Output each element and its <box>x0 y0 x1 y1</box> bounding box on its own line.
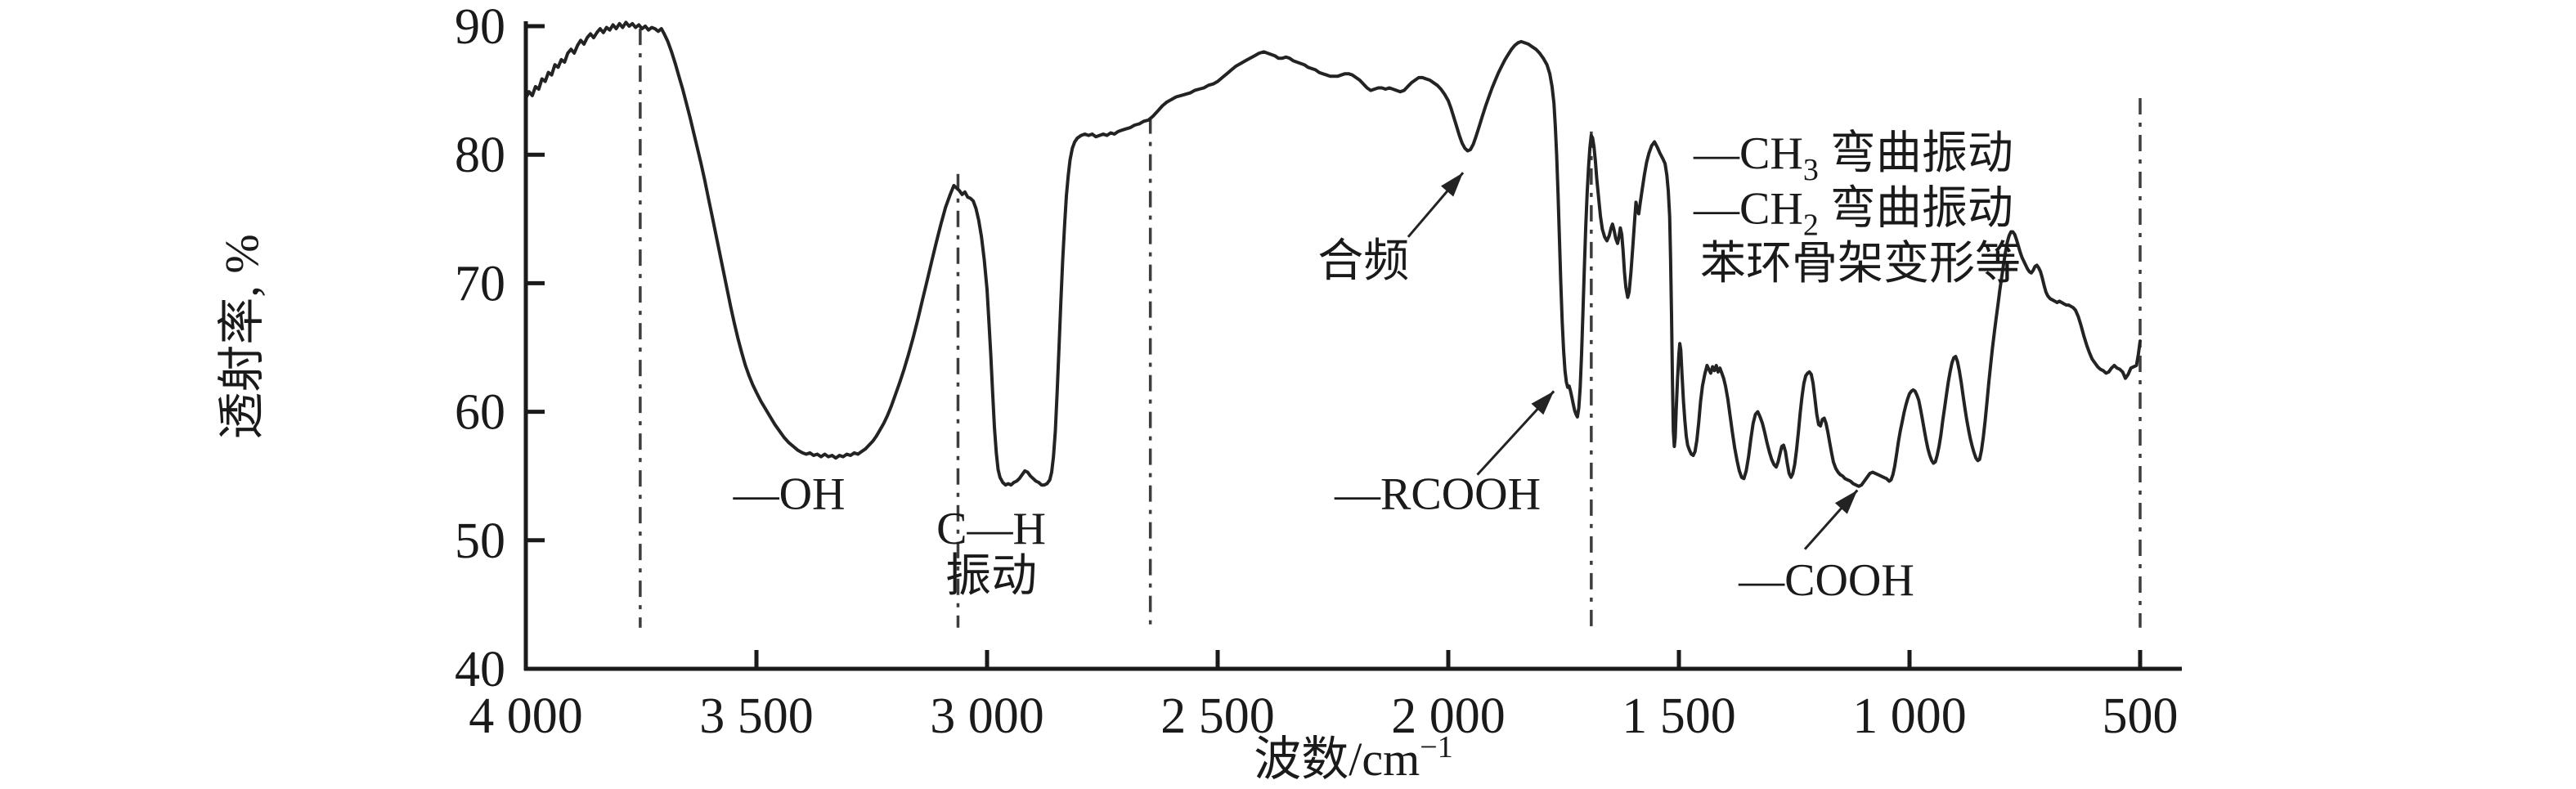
annotation-ch-vib-label-2: 振动 <box>945 551 1037 602</box>
annotation-combination-band-label: 合频 <box>1317 236 1409 287</box>
spectrum-curve <box>524 20 2142 488</box>
x-tick-label-2000: 2 000 <box>1391 688 1506 744</box>
x-tick-label-4000: 4 000 <box>469 688 583 744</box>
x-tick-label-3000: 3 000 <box>930 688 1044 744</box>
x-tick-label-2500: 2 500 <box>1160 688 1275 744</box>
y-tick-label-60: 60 <box>455 385 505 441</box>
annotation-ch3-bending-label: —CH3 弯曲振动 <box>1693 128 2013 187</box>
x-axis-title: 波数/cm−1 <box>1254 730 1452 786</box>
y-tick-label-70: 70 <box>455 256 505 312</box>
annotation-ch-vib-label-1: C—H <box>936 504 1046 554</box>
annotation-oh-label: —OH <box>733 469 846 520</box>
annotation-cooh-label-arrow-head <box>1834 490 1858 514</box>
x-tick-label-1000: 1 000 <box>1852 688 1967 744</box>
x-tick-label-3500: 3 500 <box>699 688 814 744</box>
annotation-rcooh-label-arrow-head <box>1531 391 1555 415</box>
annotation-ch2-bending-label: —CH2 弯曲振动 <box>1693 184 2013 243</box>
y-axis-title: 透射率, % <box>215 234 268 439</box>
y-tick-label-80: 80 <box>455 128 505 183</box>
annotation-cooh-label: —COOH <box>1738 555 1914 606</box>
annotation-benzene-skeleton-label: 苯环骨架变形等 <box>1700 239 2021 289</box>
y-tick-label-40: 40 <box>455 642 505 697</box>
x-tick-label-500: 500 <box>2103 688 2179 744</box>
x-tick-label-1500: 1 500 <box>1622 688 1736 744</box>
y-tick-label-90: 90 <box>455 0 505 55</box>
y-tick-label-50: 50 <box>455 513 505 569</box>
annotation-combination-band-label-arrow-head <box>1441 173 1463 197</box>
annotation-rcooh-label: —RCOOH <box>1334 469 1541 520</box>
